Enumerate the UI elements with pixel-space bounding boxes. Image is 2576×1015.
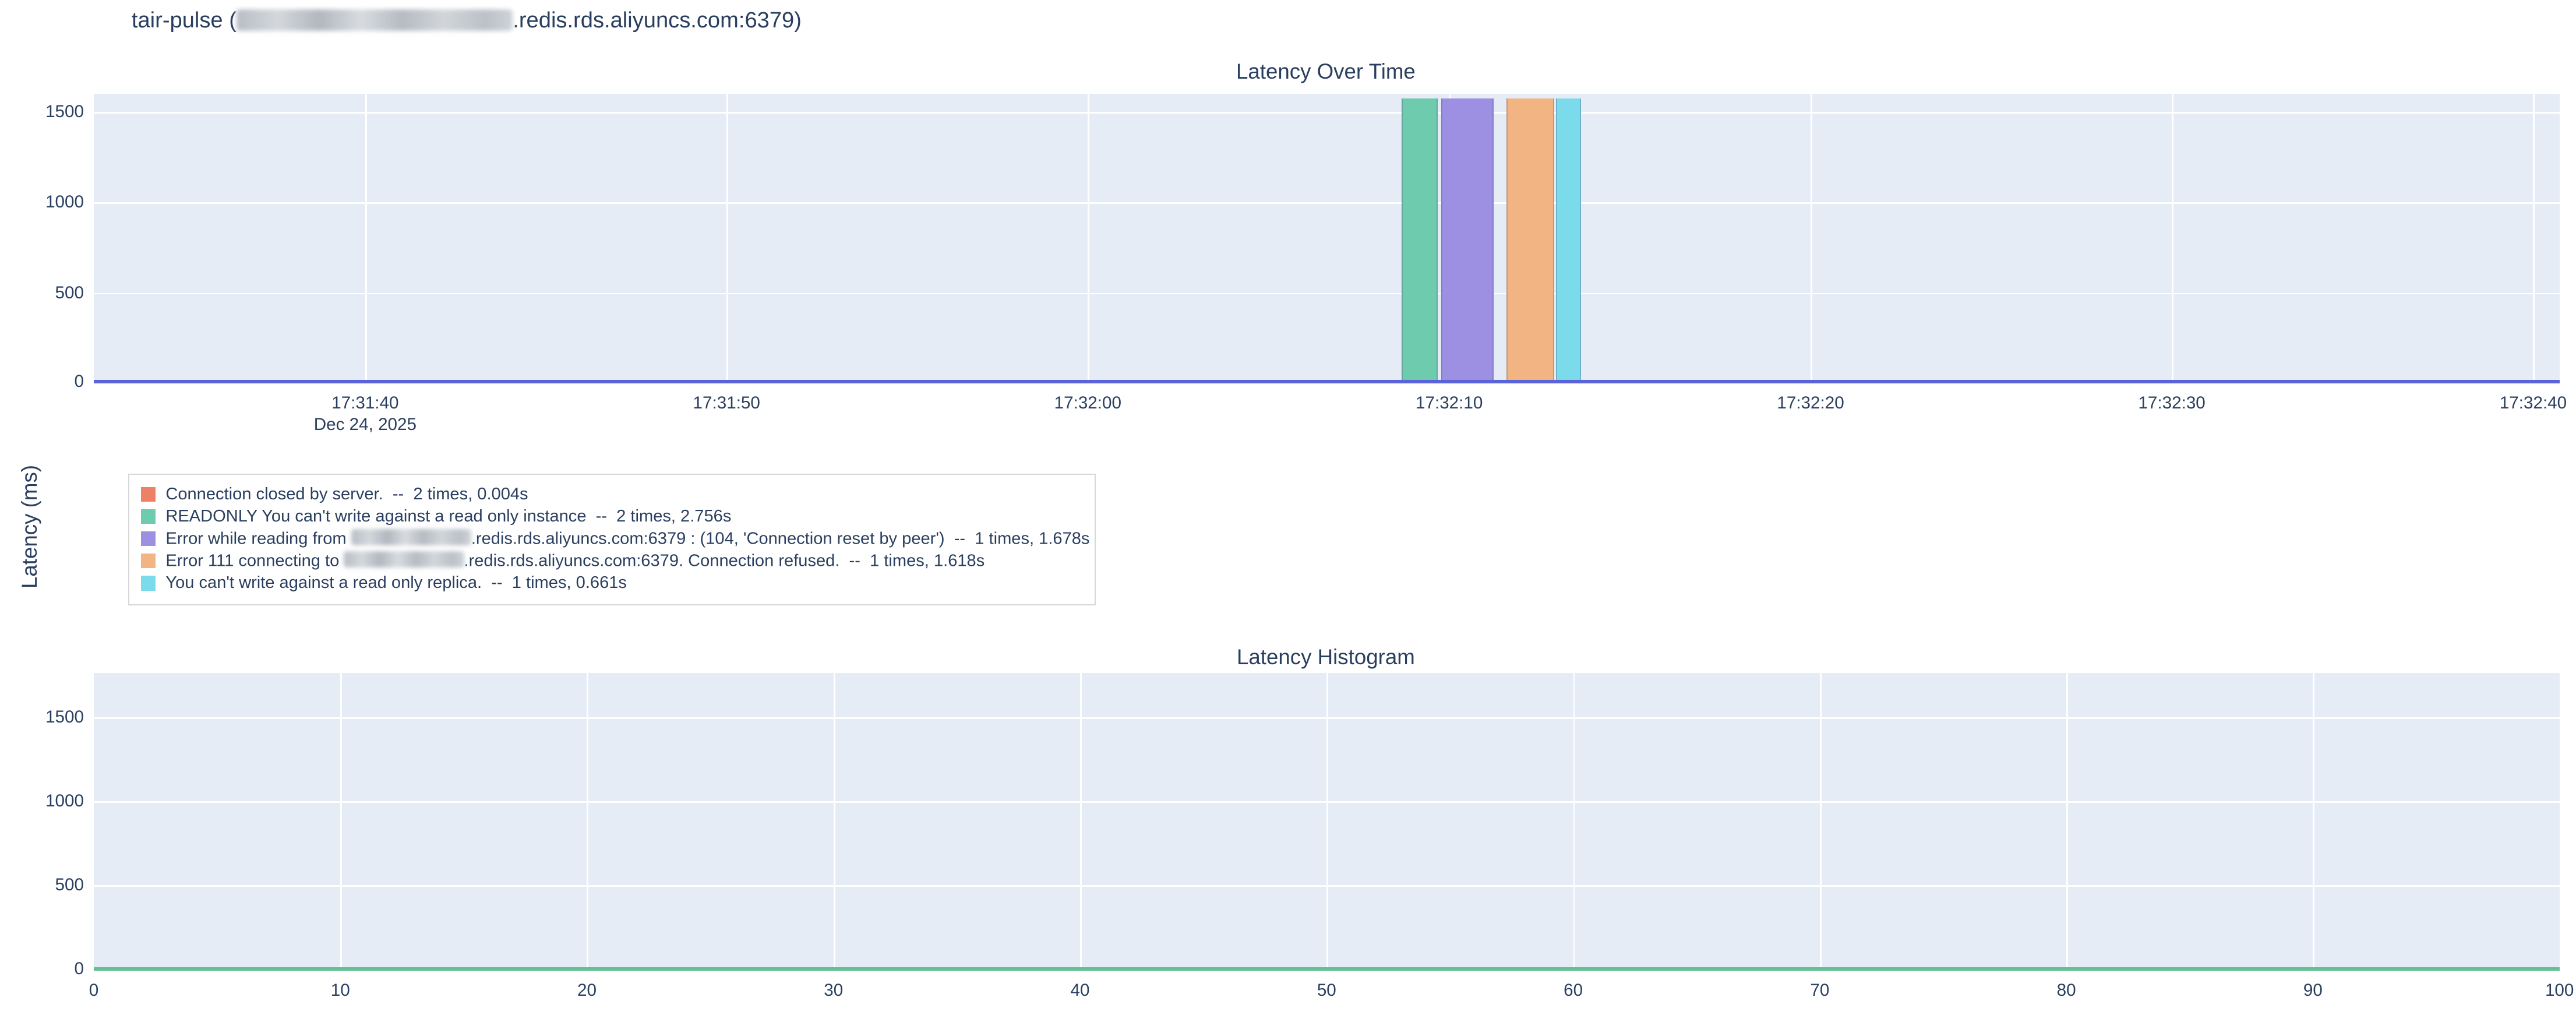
x-tick-label: 90: [2303, 980, 2323, 1000]
y-tick-label: 1000: [45, 192, 84, 212]
y-tick-label: 1000: [45, 791, 84, 811]
legend-swatch: [141, 576, 156, 591]
v-gridline: [340, 672, 343, 971]
v-gridline: [833, 672, 835, 971]
y-tick-label: 1500: [45, 707, 84, 727]
legend-swatch: [141, 509, 156, 524]
v-gridline: [726, 93, 729, 383]
h-gridline: [93, 202, 2560, 205]
x-tick-label: 40: [1070, 980, 1090, 1000]
y-tick-label: 1500: [45, 102, 84, 122]
y-axis-title: Latency (ms): [17, 464, 41, 588]
v-gridline: [587, 672, 589, 971]
y-tick-label: 0: [74, 372, 84, 392]
legend-swatch: [141, 531, 156, 547]
v-gridline: [2172, 93, 2173, 383]
x-tick-label: 80: [2056, 980, 2076, 1000]
v-gridline: [2313, 672, 2315, 971]
latency-histogram-title: Latency Histogram: [1236, 644, 1415, 669]
redacted-hostname: [236, 9, 513, 31]
x-tick-label: 17:32:20: [1777, 393, 1844, 413]
page-title-suffix: .redis.rds.aliyuncs.com:6379): [513, 8, 802, 33]
latency-histogram-plot[interactable]: [93, 672, 2560, 971]
page-title-prefix: tair-pulse (: [131, 8, 237, 33]
legend-swatch: [141, 487, 156, 502]
x-tick-label: 17:32:30: [2138, 393, 2206, 413]
redacted-hostname: [351, 528, 471, 546]
legend-item[interactable]: Error while reading from .redis.rds.aliy…: [141, 528, 1089, 550]
x-tick-label: 17:32:10: [1416, 393, 1483, 413]
legend-label: You can't write against a read only repl…: [165, 573, 627, 593]
x-tick-label: 50: [1317, 980, 1336, 1000]
x-tick-label: 30: [824, 980, 844, 1000]
v-gridline: [1573, 672, 1575, 971]
v-gridline: [1326, 672, 1329, 971]
h-gridline: [93, 292, 2560, 295]
latency-over-time-plot[interactable]: [93, 93, 2560, 383]
error-region-bar[interactable]: [1506, 98, 1555, 383]
legend-label: Connection closed by server. -- 2 times,…: [165, 484, 528, 503]
legend-item[interactable]: Error 111 connecting to .redis.rds.aliyu…: [141, 550, 1081, 572]
legend-swatch: [141, 554, 156, 569]
y-tick-label: 0: [74, 959, 84, 979]
v-gridline: [2066, 672, 2068, 971]
y-tick-label: 500: [55, 283, 84, 302]
legend-item[interactable]: You can't write against a read only repl…: [141, 572, 1081, 594]
latency-over-time-title: Latency Over Time: [1236, 59, 1416, 83]
x-tick-label: 17:32:40: [2499, 393, 2567, 413]
x-tick-label: 60: [1564, 980, 1583, 1000]
v-gridline: [1088, 93, 1090, 383]
error-region-bar[interactable]: [1441, 98, 1494, 383]
legend-label: READONLY You can't write against a read …: [165, 506, 732, 526]
legend-item[interactable]: READONLY You can't write against a read …: [141, 505, 1081, 527]
y-tick-label: 500: [55, 875, 84, 895]
x-tick-label: 17:32:00: [1054, 393, 1121, 413]
error-region-bar[interactable]: [1556, 98, 1581, 383]
histogram-line: [93, 967, 2560, 971]
h-gridline: [93, 111, 2560, 114]
v-gridline: [1811, 93, 1812, 383]
legend-item[interactable]: Connection closed by server. -- 2 times,…: [141, 483, 1081, 505]
legend-label: Error while reading from .redis.rds.aliy…: [165, 528, 1090, 548]
x-tick-label: 100: [2545, 980, 2574, 1000]
x-axis-date-label: Dec 24, 2025: [313, 414, 417, 434]
latency-line: [93, 380, 2560, 383]
v-gridline: [1819, 672, 1822, 971]
x-tick-label: 17:31:50: [693, 393, 760, 413]
redacted-hostname: [344, 551, 464, 568]
error-region-bar[interactable]: [1401, 98, 1438, 383]
legend-label: Error 111 connecting to .redis.rds.aliyu…: [165, 551, 985, 570]
x-tick-label: 17:31:40: [331, 393, 399, 413]
error-legend: Connection closed by server. -- 2 times,…: [128, 474, 1096, 605]
v-gridline: [2533, 93, 2535, 383]
v-gridline: [1080, 672, 1082, 971]
x-tick-label: 20: [577, 980, 597, 1000]
x-tick-label: 70: [1810, 980, 1830, 1000]
x-tick-label: 0: [89, 980, 99, 1000]
page-title: tair-pulse ( .redis.rds.aliyuncs.com:6379…: [132, 8, 802, 33]
v-gridline: [365, 93, 367, 383]
x-tick-label: 10: [330, 980, 350, 1000]
